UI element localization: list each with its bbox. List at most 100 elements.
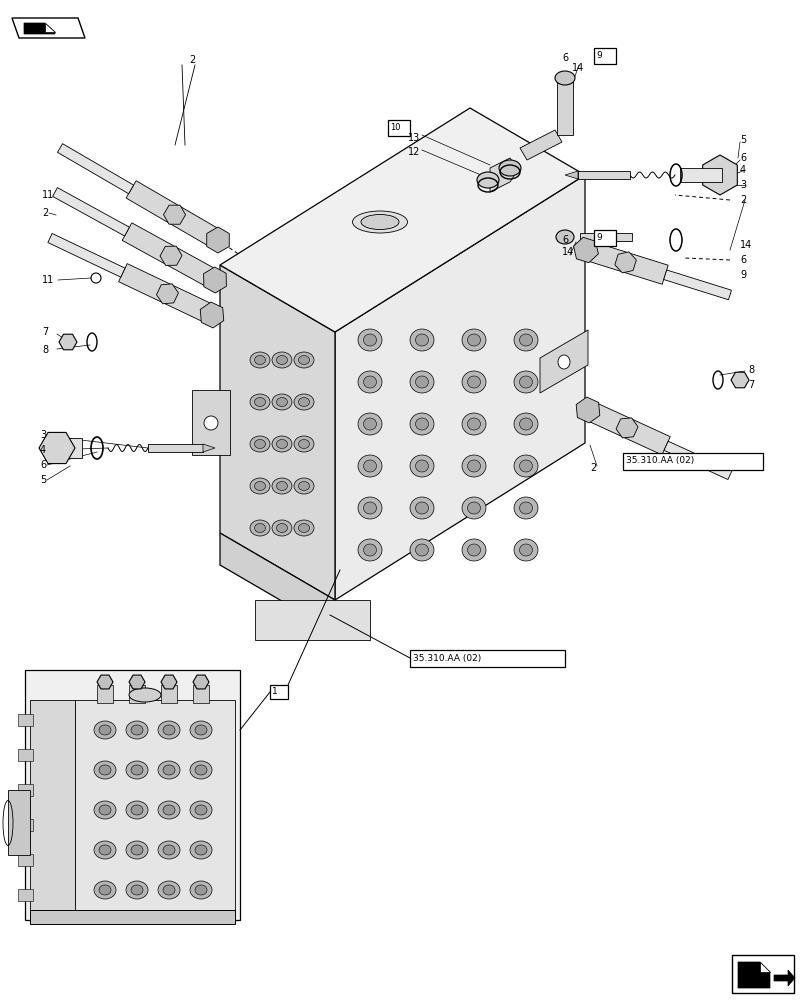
Ellipse shape [415, 460, 428, 472]
Ellipse shape [462, 371, 486, 393]
Ellipse shape [364, 502, 377, 514]
Text: 6: 6 [40, 460, 46, 470]
Ellipse shape [195, 765, 207, 775]
Ellipse shape [520, 460, 532, 472]
Text: 2: 2 [590, 463, 596, 473]
Ellipse shape [514, 539, 538, 561]
Ellipse shape [415, 502, 428, 514]
Ellipse shape [415, 376, 428, 388]
Ellipse shape [358, 455, 382, 477]
Ellipse shape [468, 418, 481, 430]
Ellipse shape [94, 841, 116, 859]
Ellipse shape [352, 211, 407, 233]
Bar [193, 685, 209, 703]
Polygon shape [255, 600, 370, 640]
Polygon shape [576, 397, 600, 423]
Polygon shape [220, 108, 585, 332]
Ellipse shape [298, 397, 309, 406]
Polygon shape [490, 158, 518, 192]
Bar [680, 168, 722, 182]
Polygon shape [161, 675, 177, 689]
Polygon shape [663, 270, 731, 300]
Polygon shape [703, 155, 738, 195]
Polygon shape [615, 252, 637, 273]
Ellipse shape [361, 215, 399, 230]
Ellipse shape [415, 334, 428, 346]
Ellipse shape [364, 334, 377, 346]
Polygon shape [200, 302, 224, 328]
Text: 35.310.AA (02): 35.310.AA (02) [413, 654, 482, 662]
Text: 4: 4 [40, 445, 46, 455]
Text: 1: 1 [272, 688, 278, 696]
Polygon shape [557, 78, 573, 135]
Ellipse shape [190, 761, 212, 779]
Polygon shape [203, 444, 215, 452]
Polygon shape [45, 23, 55, 32]
Ellipse shape [195, 725, 207, 735]
Ellipse shape [255, 524, 266, 532]
Ellipse shape [255, 356, 266, 364]
Bar [270, 685, 288, 699]
Ellipse shape [294, 352, 314, 368]
Ellipse shape [410, 497, 434, 519]
Text: 7: 7 [42, 327, 48, 337]
Ellipse shape [272, 436, 292, 452]
Polygon shape [565, 171, 578, 179]
Ellipse shape [555, 71, 575, 85]
Ellipse shape [499, 160, 521, 176]
Ellipse shape [126, 841, 148, 859]
Text: 14: 14 [572, 63, 584, 73]
Text: 3: 3 [40, 430, 46, 440]
Text: 6: 6 [740, 255, 746, 265]
Text: 2: 2 [740, 195, 747, 205]
Ellipse shape [514, 413, 538, 435]
Bar [580, 233, 632, 241]
Polygon shape [163, 205, 186, 224]
Polygon shape [24, 23, 55, 34]
Polygon shape [220, 265, 335, 600]
Bar [18, 854, 33, 866]
Bar [732, 955, 794, 993]
Ellipse shape [558, 355, 570, 369]
Ellipse shape [477, 172, 499, 188]
Ellipse shape [131, 885, 143, 895]
Ellipse shape [276, 482, 288, 490]
Ellipse shape [94, 801, 116, 819]
Bar [388, 120, 410, 136]
Text: 6: 6 [562, 53, 568, 63]
Polygon shape [760, 962, 770, 972]
Ellipse shape [358, 539, 382, 561]
Ellipse shape [462, 455, 486, 477]
Polygon shape [207, 227, 229, 253]
Polygon shape [53, 188, 129, 236]
Text: 10: 10 [390, 123, 401, 132]
Polygon shape [520, 130, 562, 160]
Polygon shape [160, 246, 182, 265]
Text: 35.310.AA (02): 35.310.AA (02) [626, 456, 694, 466]
Polygon shape [12, 18, 85, 38]
Ellipse shape [99, 765, 111, 775]
Ellipse shape [410, 455, 434, 477]
Polygon shape [157, 284, 179, 304]
Bar [18, 889, 33, 901]
Ellipse shape [158, 801, 180, 819]
Text: 8: 8 [42, 345, 48, 355]
Ellipse shape [158, 761, 180, 779]
Bar [30, 910, 235, 924]
Polygon shape [664, 441, 732, 480]
Ellipse shape [99, 885, 111, 895]
Ellipse shape [410, 413, 434, 435]
Ellipse shape [158, 721, 180, 739]
Ellipse shape [99, 845, 111, 855]
Text: 12: 12 [408, 147, 420, 157]
Bar [18, 714, 33, 726]
Ellipse shape [468, 544, 481, 556]
Ellipse shape [272, 478, 292, 494]
Ellipse shape [410, 371, 434, 393]
Bar [18, 819, 33, 831]
Ellipse shape [276, 524, 288, 532]
Ellipse shape [415, 544, 428, 556]
Bar [129, 685, 145, 703]
Ellipse shape [358, 413, 382, 435]
Ellipse shape [99, 725, 111, 735]
